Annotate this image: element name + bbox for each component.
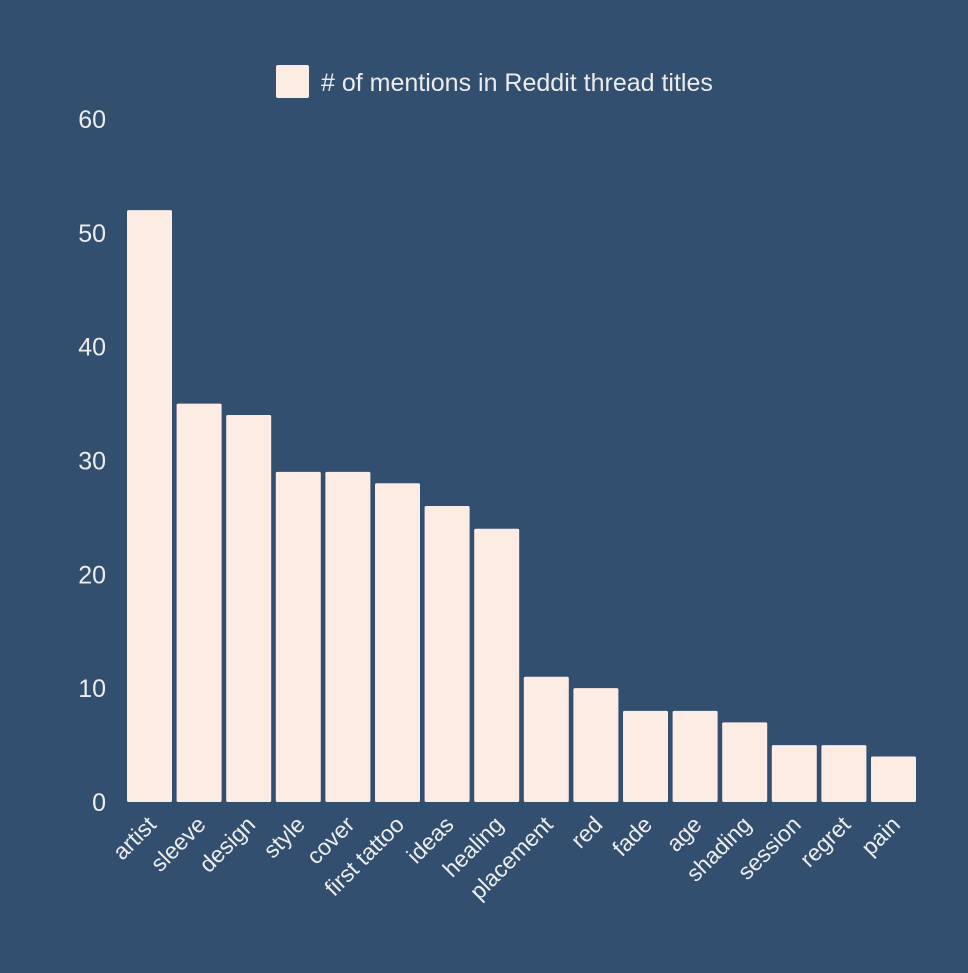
legend-swatch [276,65,309,98]
bar-pain [871,756,916,802]
legend-label: # of mentions in Reddit thread titles [321,69,713,97]
y-tick-label: 40 [78,334,106,362]
bar-age [672,710,718,802]
bar-red [573,688,619,802]
y-tick-label: 60 [78,106,106,134]
y-tick-label: 0 [92,789,106,817]
x-tick-label: fade [607,811,657,861]
bars [127,210,916,803]
y-tick-label: 50 [78,220,106,248]
bar-design [226,414,272,802]
bar-cover [325,471,371,802]
y-tick-label: 30 [78,448,106,476]
y-axis: 0 10 20 30 40 50 60 [78,106,106,817]
x-tick-label: red [566,811,608,853]
x-tick-label: regret [795,811,856,872]
bar-artist [127,210,172,803]
x-tick-label: design [194,811,260,877]
bar-style [275,471,321,802]
bar-session [771,745,817,802]
y-tick-label: 20 [78,561,106,589]
bar-ideas [424,506,470,802]
bar-first-tattoo [375,483,420,802]
bar-sleeve [176,403,222,802]
bar-fade [623,710,668,802]
legend: # of mentions in Reddit thread titles [276,65,713,98]
y-tick-label: 10 [78,675,106,703]
bar-placement [523,676,569,802]
bar-regret [821,745,867,802]
x-tick-label: pain [856,811,905,860]
bar-healing [474,528,520,802]
x-tick-label: style [258,811,310,863]
bar-shading [722,722,768,802]
